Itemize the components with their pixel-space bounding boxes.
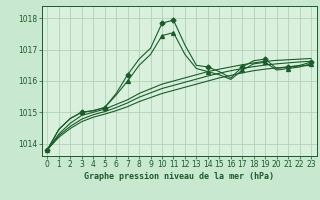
X-axis label: Graphe pression niveau de la mer (hPa): Graphe pression niveau de la mer (hPa) [84,172,274,181]
